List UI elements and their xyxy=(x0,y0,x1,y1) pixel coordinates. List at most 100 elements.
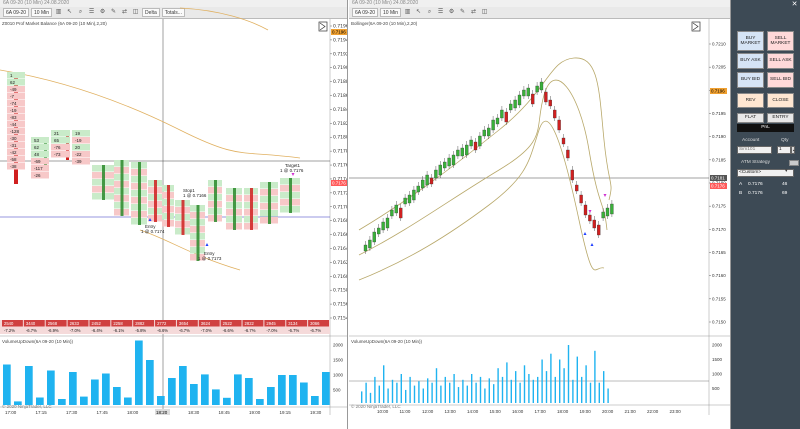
footprint-col3-value: 65 xyxy=(54,138,60,143)
totals-cell xyxy=(45,320,67,327)
volume-bar xyxy=(581,376,583,403)
totals-value: 2822 xyxy=(245,321,255,326)
bar-type-icon[interactable]: ▥ xyxy=(55,9,62,15)
footprint-col3-value: -73 xyxy=(54,152,61,157)
price-tick-label: 0.7195 xyxy=(712,111,726,116)
right-chart-canvas[interactable]: 0.72100.72050.72000.71950.71900.71850.71… xyxy=(349,0,731,429)
time-tick-label: 11:00 xyxy=(400,409,411,414)
price-marker-label: 0.7196 xyxy=(332,30,346,35)
flat-button[interactable]: FLAT xyxy=(737,113,764,123)
instrument-selector[interactable]: 6A 09-20 xyxy=(3,8,30,17)
target-price-label: 1 @ 0.7176 xyxy=(280,168,304,173)
footprint-col2-value: -69 xyxy=(34,159,41,164)
candle-body xyxy=(412,189,416,201)
strategy-icon[interactable]: ⚙ xyxy=(99,9,106,15)
entry-button[interactable]: ENTRY xyxy=(767,113,794,123)
buy-bid-button[interactable]: BUY BID xyxy=(737,72,764,88)
time-highlight-label: 18:20 xyxy=(156,410,168,415)
volume-bar xyxy=(58,399,66,405)
volume-bar xyxy=(190,384,198,405)
footprint-col3-cell xyxy=(51,130,70,137)
buy-market-button[interactable]: BUY MARKET xyxy=(737,31,764,51)
price-tick-label: 0.7170 xyxy=(333,204,348,210)
totals-cell xyxy=(176,320,198,327)
interval-selector[interactable]: 10 Min xyxy=(31,8,53,17)
zoom-icon[interactable]: ⌕ xyxy=(78,9,83,15)
volume-tick-label: 1000 xyxy=(333,373,344,378)
sell-market-button[interactable]: SELL MARKET xyxy=(767,31,794,51)
right-chart-window: 6A 09-20 (10 Min) 24.08.2020 6A 09-20 10… xyxy=(349,0,731,429)
price-tick-label: 0.7185 xyxy=(712,157,726,162)
volume-bar xyxy=(576,356,578,403)
footprint-col3-cell xyxy=(51,151,70,158)
properties-icon[interactable]: ☰ xyxy=(88,9,95,15)
totals-pct: -6.7% xyxy=(26,328,37,333)
volume-bar xyxy=(113,387,121,405)
volume-bar xyxy=(212,389,220,405)
totals-pct: -6.6% xyxy=(223,328,234,333)
quantity-stepper[interactable]: ▴ xyxy=(791,146,795,154)
delta-dropdown[interactable]: Delta xyxy=(142,8,160,17)
atm-strategy-selector[interactable]: <Custom> xyxy=(737,169,794,177)
current-price-bg xyxy=(710,175,727,181)
interval-selector[interactable]: 10 Min xyxy=(380,8,402,17)
sell-ask-button[interactable]: SELL ASK xyxy=(767,53,794,69)
snapshot-icon[interactable]: ◫ xyxy=(481,9,488,15)
candle-body xyxy=(517,94,522,106)
chart-trader-icon[interactable]: ⇄ xyxy=(471,9,477,15)
sell-bid-button[interactable]: SELL BID xyxy=(767,72,794,88)
bar-type-icon[interactable]: ▥ xyxy=(404,9,411,15)
volume-bar xyxy=(168,378,176,405)
volume-bar xyxy=(223,397,231,405)
time-tick-label: 10:00 xyxy=(377,409,389,414)
candle-body xyxy=(268,182,271,224)
volume-bar xyxy=(457,387,460,403)
drawing-tools-icon[interactable]: ✎ xyxy=(111,9,117,15)
drawing-tools-icon[interactable]: ✎ xyxy=(460,9,466,15)
totals-cell xyxy=(2,320,23,327)
chevron-down-icon: ▾ xyxy=(785,169,788,174)
bid-size: 69 xyxy=(782,191,788,196)
price-tick-label: 0.7210 xyxy=(712,42,726,47)
footprint-col2-cell xyxy=(31,158,49,165)
footprint-col1-value: -38 xyxy=(10,164,17,169)
buy-ask-button[interactable]: BUY ASK xyxy=(737,53,764,69)
volume-bar xyxy=(589,382,592,403)
quantity-field[interactable]: 1 xyxy=(777,146,791,154)
volume-bar xyxy=(440,385,442,403)
volume-bar xyxy=(383,365,385,403)
zoom-icon[interactable]: ⌕ xyxy=(427,9,432,15)
candle-body xyxy=(120,160,124,216)
strategy-icon[interactable]: ⚙ xyxy=(448,9,455,15)
footprint-col1-cell xyxy=(7,149,25,156)
footprint-col2-value: -26 xyxy=(34,173,41,178)
candle-body xyxy=(601,211,605,219)
candle-body xyxy=(557,119,561,131)
pointer-icon[interactable]: ↖ xyxy=(67,9,73,15)
footprint-col3-value: -76 xyxy=(54,145,61,150)
footprint-col1-cell xyxy=(7,93,25,100)
chart-trader-icon[interactable]: ⇄ xyxy=(122,9,128,15)
candle-body xyxy=(487,127,491,137)
candle-body xyxy=(539,81,544,91)
price-tick-label: 0.7168 xyxy=(333,218,348,224)
totals-cell xyxy=(242,320,264,327)
properties-icon[interactable]: ☰ xyxy=(437,9,444,15)
reverse-button[interactable]: REV xyxy=(737,93,764,108)
atm-add-button[interactable] xyxy=(789,160,799,166)
volume-tick-label: 2000 xyxy=(712,343,723,348)
snapshot-icon[interactable]: ◫ xyxy=(132,9,139,15)
left-chart-canvas[interactable]: 0.7196 0.7194 0.7192 0.7190 0.7188 0.7186 0.71… xyxy=(0,0,348,429)
pointer-icon[interactable]: ↖ xyxy=(416,9,422,15)
volume-bar xyxy=(396,382,398,403)
close-icon[interactable]: ✕ xyxy=(791,1,798,8)
instrument-selector[interactable]: 6A 09-20 xyxy=(352,8,379,17)
totals-dropdown[interactable]: Totals... xyxy=(161,8,185,17)
totals-value: 2945 xyxy=(266,321,276,326)
footprint-col1-value: -19 xyxy=(10,108,17,113)
footprint-col1-value: -30 xyxy=(10,136,17,141)
ask-size: 46 xyxy=(782,182,788,187)
candle-body xyxy=(561,137,566,145)
account-selector[interactable]: Sim101 xyxy=(737,146,772,154)
close-position-button[interactable]: CLOSE xyxy=(767,93,794,108)
